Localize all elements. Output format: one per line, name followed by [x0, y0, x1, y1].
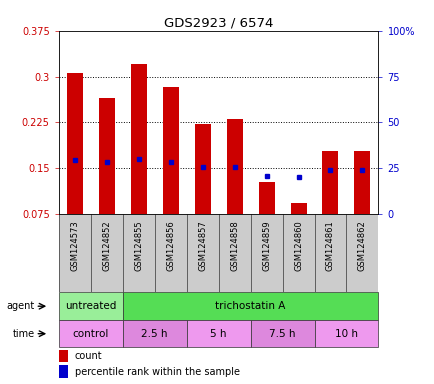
Text: GSM124859: GSM124859	[261, 220, 270, 271]
Text: count: count	[75, 351, 102, 361]
Bar	[59, 365, 68, 377]
Bar	[314, 320, 378, 348]
Bar	[194, 124, 210, 214]
Text: GSM124858: GSM124858	[230, 220, 239, 271]
Bar	[122, 293, 378, 320]
Text: control: control	[72, 329, 108, 339]
Text: untreated: untreated	[65, 301, 116, 311]
Bar	[290, 203, 306, 214]
Title: GDS2923 / 6574: GDS2923 / 6574	[164, 17, 273, 30]
Bar	[99, 98, 115, 214]
Text: 2.5 h: 2.5 h	[141, 329, 168, 339]
Bar	[130, 64, 146, 214]
Bar	[59, 350, 68, 362]
Bar	[186, 320, 250, 348]
Bar	[122, 320, 186, 348]
Text: trichostatin A: trichostatin A	[215, 301, 285, 311]
Bar	[250, 320, 314, 348]
Bar	[258, 182, 274, 214]
Text: GSM124573: GSM124573	[70, 220, 79, 271]
Text: GSM124855: GSM124855	[134, 220, 143, 271]
Bar	[66, 73, 82, 214]
Bar	[322, 151, 338, 214]
Text: GSM124862: GSM124862	[357, 220, 366, 271]
Text: agent: agent	[7, 301, 35, 311]
Text: GSM124857: GSM124857	[197, 220, 207, 271]
Text: GSM124860: GSM124860	[293, 220, 302, 271]
Text: time: time	[13, 329, 35, 339]
Text: 10 h: 10 h	[334, 329, 357, 339]
Text: percentile rank within the sample: percentile rank within the sample	[75, 367, 239, 377]
Text: GSM124852: GSM124852	[102, 220, 111, 271]
Text: 7.5 h: 7.5 h	[269, 329, 295, 339]
Bar	[59, 320, 122, 348]
Text: GSM124861: GSM124861	[325, 220, 334, 271]
Bar	[354, 151, 370, 214]
Text: 5 h: 5 h	[210, 329, 226, 339]
Bar	[162, 87, 178, 214]
Text: GSM124856: GSM124856	[166, 220, 175, 271]
Bar	[226, 119, 242, 214]
Bar	[59, 293, 122, 320]
